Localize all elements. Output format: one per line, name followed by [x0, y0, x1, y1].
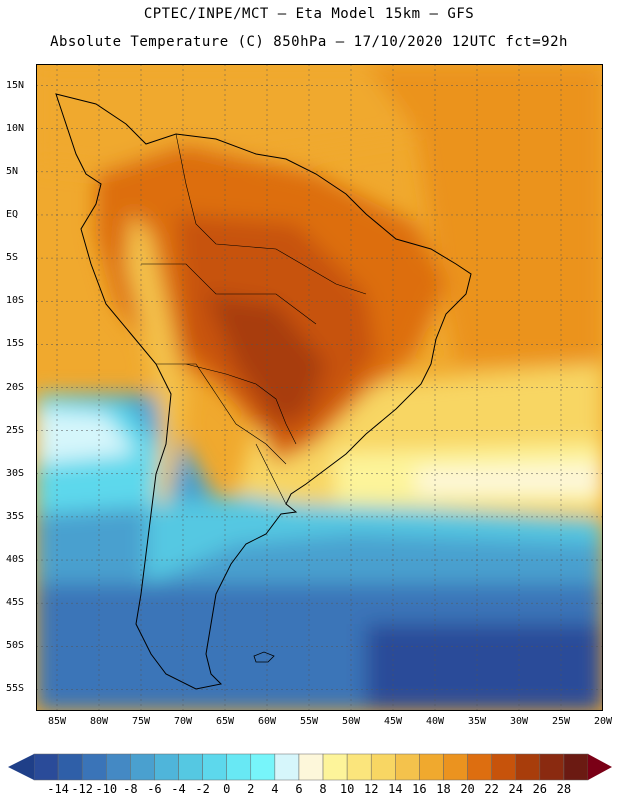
colorbar-swatch: [539, 753, 565, 781]
colorbar-tick-label: 22: [484, 782, 499, 796]
falkland-islands: [253, 651, 275, 663]
lat-label: 10S: [6, 295, 25, 307]
colorbar-tick-label: -10: [95, 782, 118, 796]
colorbar-tick-label: 24: [508, 782, 523, 796]
colorbar-swatch: [81, 753, 107, 781]
colorbar-swatch: [346, 753, 372, 781]
lon-label: 65W: [215, 716, 235, 727]
colorbar-tick-label: 10: [339, 782, 355, 796]
lat-label: 5N: [6, 165, 19, 177]
colorbar-swatch: [226, 753, 252, 781]
lat-label: 20S: [6, 381, 25, 393]
colorbar-tick-label: 14: [388, 782, 403, 796]
colorbar-tick-label: -14: [47, 782, 69, 796]
lon-label: 35W: [467, 716, 487, 727]
colorbar-swatch: [250, 753, 276, 781]
region-pacific-mild: [36, 409, 136, 464]
colorbar: [8, 753, 612, 781]
colorbar-tick-label: 12: [363, 782, 379, 796]
map-frame: [36, 64, 603, 711]
lon-label: 70W: [173, 716, 193, 727]
colorbar-swatch: [106, 753, 131, 781]
colorbar-swatch: [298, 753, 324, 781]
region-tropical-ocean-north: [416, 124, 603, 364]
lon-label: 55W: [299, 716, 319, 727]
colorbar-tick-label: 2: [247, 782, 255, 796]
colorbar-swatch: [419, 753, 444, 781]
colorbar-tick-label: -12: [71, 782, 94, 796]
colorbar-swatch: [130, 753, 155, 781]
chart-subtitle: Absolute Temperature (C) 850hPa — 17/10/…: [50, 34, 568, 50]
south-america-coastline: [55, 93, 472, 690]
colorbar-swatch: [154, 753, 179, 781]
colorbar-tick-label: -4: [171, 782, 186, 796]
colorbar-swatch: [274, 753, 300, 781]
lon-label: 30W: [509, 716, 529, 727]
colorbar-swatch: [491, 753, 516, 781]
colorbar-tick-label: 18: [436, 782, 451, 796]
colorbar-tick-label: 8: [319, 782, 327, 796]
colorbar-tick-label: 6: [295, 782, 303, 796]
colorbar-tick-label: 26: [532, 782, 548, 796]
colorbar-swatch: [178, 753, 203, 781]
lat-label: 15N: [6, 79, 25, 91]
country-borders: [141, 133, 367, 505]
colorbar-under-arrow: [8, 754, 34, 780]
region-andes: [126, 214, 186, 504]
lon-label: 50W: [341, 716, 361, 727]
colorbar-swatch: [33, 753, 59, 781]
colorbar-swatch: [370, 753, 396, 781]
lon-label: 60W: [257, 716, 277, 727]
colorbar-tick-label: 20: [460, 782, 475, 796]
colorbar-swatch: [202, 753, 227, 781]
region-atlantic-pale: [416, 464, 603, 494]
lat-label: 10N: [6, 122, 25, 134]
region-central-brazil-hot: [206, 294, 326, 424]
colorbar-tick-label: 16: [412, 782, 427, 796]
region-far-south-ocean: [366, 624, 603, 711]
lon-label: 75W: [131, 716, 151, 727]
colorbar-tick-label: -2: [195, 782, 210, 796]
lat-label: 25S: [6, 424, 25, 436]
lat-label: 55S: [6, 683, 25, 695]
colorbar-tick-label: 0: [223, 782, 231, 796]
lat-label: 30S: [6, 467, 25, 479]
lat-label: 45S: [6, 597, 25, 609]
lat-label: 50S: [6, 640, 25, 652]
lat-label: EQ: [6, 208, 19, 220]
lon-label: 80W: [89, 716, 109, 727]
colorbar-tick-label: -8: [123, 782, 138, 796]
colorbar-swatch: [443, 753, 468, 781]
lon-label: 85W: [47, 716, 67, 727]
lon-label: 20W: [593, 716, 613, 727]
region-caribbean: [36, 64, 416, 174]
temperature-field: [36, 64, 603, 711]
colorbar-over-arrow: [588, 754, 612, 780]
lat-label: 5S: [6, 252, 19, 264]
colorbar-swatch: [57, 753, 83, 781]
colorbar-swatch: [322, 753, 348, 781]
colorbar-tick-label: -6: [147, 782, 162, 796]
lon-label: 45W: [383, 716, 403, 727]
colorbar-swatch: [563, 753, 589, 781]
colorbar-swatch: [395, 753, 420, 781]
lat-label: 40S: [6, 554, 25, 566]
chart-title: CPTEC/INPE/MCT — Eta Model 15km — GFS: [143, 6, 475, 22]
lat-label: 15S: [6, 338, 25, 350]
colorbar-tick-label: 4: [271, 782, 279, 796]
map-panel[interactable]: [36, 64, 604, 711]
colorbar-swatch: [467, 753, 492, 781]
temperature-map[interactable]: [36, 64, 604, 711]
region-patagonia: [146, 494, 603, 584]
colorbar-tick-label: 28: [556, 782, 572, 796]
region-caribbean-east: [366, 64, 603, 134]
lat-label: 35S: [6, 510, 25, 522]
lon-label: 40W: [425, 716, 445, 727]
colorbar-swatch: [515, 753, 541, 781]
lon-label: 25W: [551, 716, 571, 727]
